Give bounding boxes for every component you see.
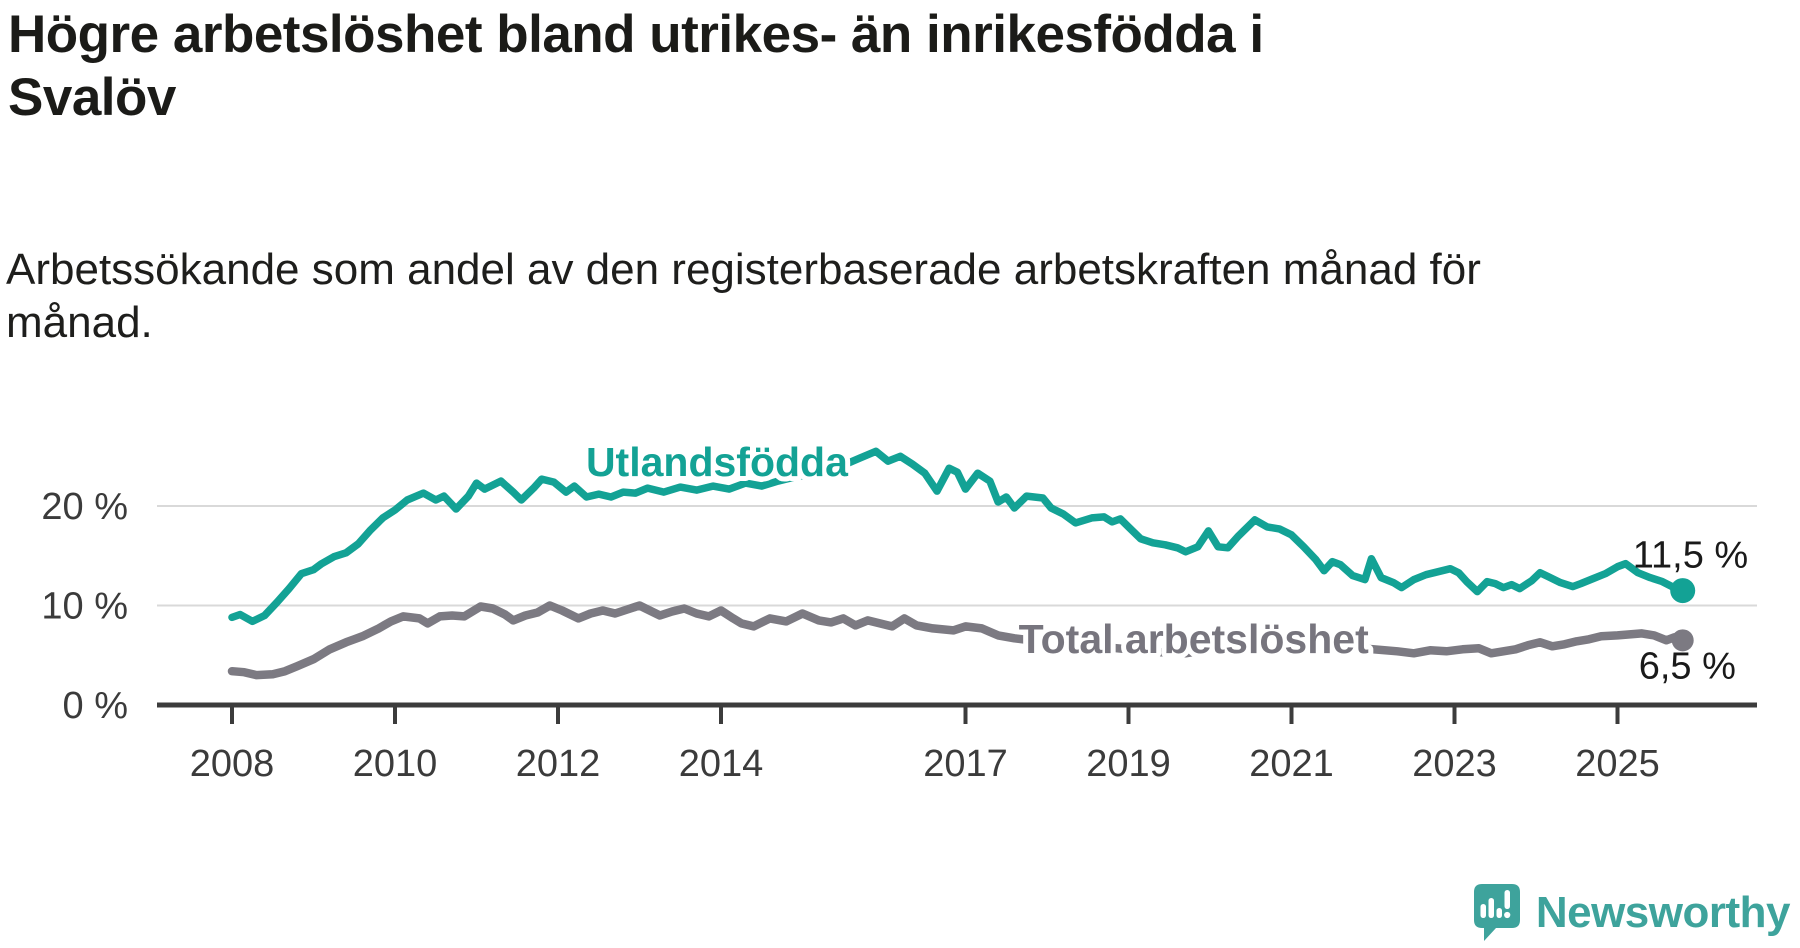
series-inline-label-total-arbetsloshet: Total arbetslöshet — [1019, 616, 1369, 662]
series-line-total-arbetsloshet — [227, 601, 1687, 680]
chart-subtitle: Arbetssökande som andel av den registerb… — [6, 244, 1481, 350]
chart-title: Högre arbetslöshet bland utrikes- än inr… — [8, 4, 1264, 129]
series-end-value-label-utlandsfodda: 11,5 % — [1633, 535, 1748, 577]
series-end-value-label-total-arbetsloshet: 6,5 % — [1639, 645, 1736, 687]
newsworthy-logo-icon — [1473, 884, 1520, 941]
x-axis-label-2008: 2008 — [190, 743, 275, 785]
x-axis-label-2021: 2021 — [1249, 743, 1334, 785]
x-axis-label-2017: 2017 — [923, 743, 1008, 785]
chart-title-line1: Högre arbetslöshet bland utrikes- än inr… — [8, 5, 1264, 64]
x-axis-label-2019: 2019 — [1086, 743, 1171, 785]
y-axis-label-0: 0 % — [63, 685, 128, 727]
chart-subtitle-line1: Arbetssökande som andel av den registerb… — [6, 245, 1481, 294]
x-axis-label-2012: 2012 — [516, 743, 601, 785]
x-axis-label-2025: 2025 — [1575, 743, 1660, 785]
y-axis-label-10: 10 % — [41, 586, 128, 628]
x-axis-label-2023: 2023 — [1412, 743, 1497, 785]
x-axis-label-2014: 2014 — [679, 743, 764, 785]
newsworthy-logo: Newsworthy — [1472, 882, 1791, 944]
chart-title-line2: Svalöv — [8, 67, 176, 127]
series-inline-label-utlandsfodda: Utlandsfödda — [586, 439, 849, 485]
series-end-dot-total-arbetsloshet — [1671, 629, 1694, 652]
newsworthy-logo-text: Newsworthy — [1535, 888, 1791, 937]
chart-subtitle-line2: månad. — [6, 297, 153, 347]
series-line-utlandsfodda — [228, 447, 1687, 626]
y-axis-label-20: 20 % — [41, 486, 128, 528]
x-axis-label-2010: 2010 — [353, 743, 438, 785]
series-end-dot-utlandsfodda — [1670, 578, 1696, 604]
